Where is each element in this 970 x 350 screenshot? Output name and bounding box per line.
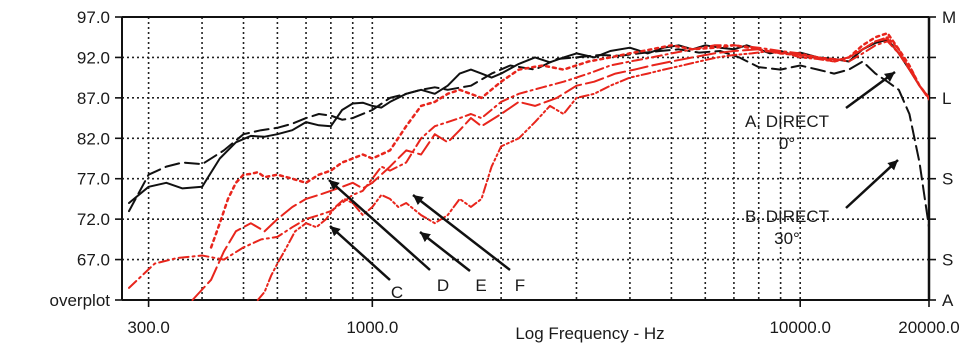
x-tick-label: 20000.0 <box>898 318 959 337</box>
y-tick-label: 72.0 <box>77 210 110 229</box>
annotation-label-f: F <box>515 276 525 295</box>
grid <box>122 17 929 300</box>
annotation-arrow-c <box>329 225 391 281</box>
x-axis: 300.0 1000.0 10000.0 20000.0 Log Frequency -… <box>127 300 960 343</box>
annotation-arrow-e <box>419 231 471 272</box>
series-line-f <box>256 36 929 301</box>
y-tick-label: 82.0 <box>77 129 110 148</box>
annotation-label-b: B. DIRECT <box>745 207 829 226</box>
annotation-label-e: E <box>475 276 486 295</box>
right-axis-label: S <box>942 251 953 270</box>
x-tick-label: 1000.0 <box>346 318 398 337</box>
y-tick-label: overplot <box>50 291 111 310</box>
right-axis-label: M <box>942 8 956 27</box>
annotation-label-b: 30° <box>774 229 800 248</box>
y-tick-label: 97.0 <box>77 8 110 27</box>
annotation-arrow-b <box>845 159 899 209</box>
right-axis-label: L <box>942 89 951 108</box>
annotation-label-a: A. DIRECT <box>745 112 829 131</box>
series-line-e <box>191 37 929 301</box>
right-axis-label: A <box>942 291 954 310</box>
y-tick-label: 77.0 <box>77 170 110 189</box>
y-tick-label: 67.0 <box>77 251 110 270</box>
y-tick-label: 87.0 <box>77 89 110 108</box>
right-axis-label: S <box>942 170 953 189</box>
x-tick-label: 300.0 <box>127 318 170 337</box>
annotation-arrow-d <box>328 179 431 271</box>
annotation-label-c: C <box>391 283 403 302</box>
x-tick-label: 10000.0 <box>769 318 830 337</box>
annotation-arrow-a <box>845 70 896 110</box>
annotation-arrow-f <box>412 194 511 271</box>
y-axis: 97.0 92.0 87.0 82.0 77.0 72.0 67.0 overplot <box>50 8 122 310</box>
x-axis-title: Log Frequency - Hz <box>515 324 664 343</box>
series-group <box>128 31 929 301</box>
series-line-a <box>128 38 929 204</box>
annotations: A. DIRECT 0° B. DIRECT 30° C D E F <box>328 70 899 302</box>
right-axis: M L S S A <box>929 8 956 310</box>
y-tick-label: 92.0 <box>77 48 110 67</box>
annotation-label-a: 0° <box>779 134 795 153</box>
annotation-label-d: D <box>437 276 449 295</box>
plot-frame <box>121 16 931 301</box>
series-line-b <box>128 48 929 229</box>
series-line-c <box>128 40 929 289</box>
